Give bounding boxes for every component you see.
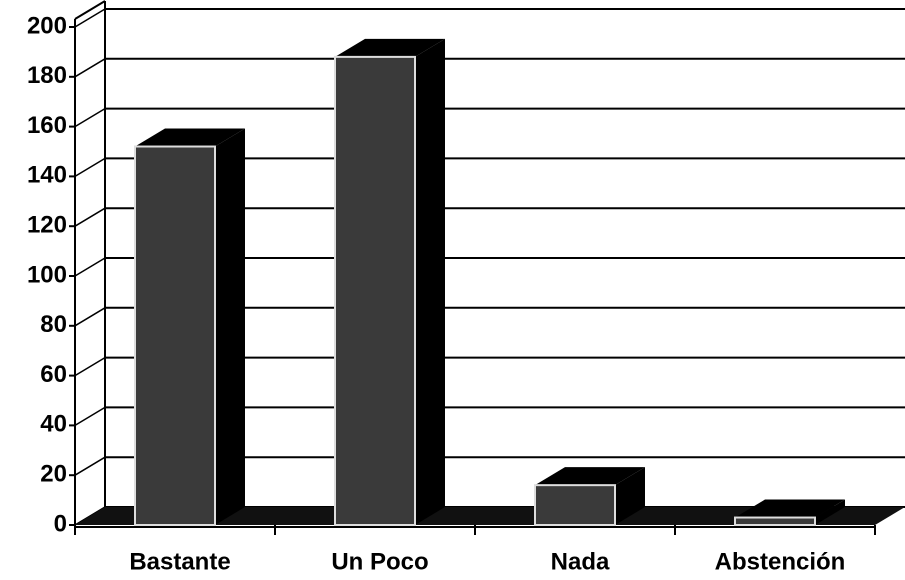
- grid-line-side: [74, 8, 106, 28]
- grid-line-side: [74, 307, 106, 327]
- y-tick-label: 80: [40, 311, 67, 338]
- y-tick-label: 100: [27, 261, 67, 288]
- bar-front: [134, 145, 216, 527]
- grid-line-side: [74, 207, 106, 227]
- bar-side: [415, 38, 445, 525]
- x-tick-label: Nada: [551, 548, 610, 575]
- bar: [334, 38, 445, 526]
- floor: [75, 507, 905, 525]
- bar-side: [615, 467, 645, 525]
- bar-front: [534, 484, 616, 527]
- y-tick-label: 120: [27, 212, 67, 239]
- bar-side: [815, 499, 845, 525]
- y-tick-label: 40: [40, 411, 67, 438]
- y-tick-label: 160: [27, 112, 67, 139]
- grid-line-side: [74, 406, 106, 427]
- y-tick-label: 180: [27, 62, 67, 89]
- bar-top: [735, 499, 845, 518]
- y-tick-label: 0: [54, 510, 67, 537]
- x-tick-label: Abstención: [715, 548, 846, 575]
- side-top: [74, 0, 106, 20]
- y-tick-label: 60: [40, 361, 67, 388]
- bar: [534, 467, 645, 527]
- bar-side: [215, 128, 245, 525]
- grid-line-side: [74, 157, 106, 178]
- bar-front: [734, 516, 816, 527]
- bar-top: [335, 38, 445, 57]
- bar: [134, 128, 245, 527]
- grid-line-side: [74, 456, 106, 476]
- bar-front: [334, 55, 416, 526]
- y-tick-label: 140: [27, 162, 67, 189]
- bar-top: [135, 128, 245, 147]
- x-tick-label: Bastante: [129, 548, 230, 575]
- bar: [734, 499, 845, 527]
- y-tick-label: 20: [40, 461, 67, 488]
- grid-line-side: [74, 107, 106, 128]
- grid-line-side: [74, 58, 106, 78]
- y-tick-label: 200: [27, 12, 67, 39]
- bar-top: [535, 467, 645, 486]
- grid-line-side: [74, 356, 106, 377]
- grid-line-side: [74, 257, 106, 277]
- x-tick-label: Un Poco: [331, 548, 428, 575]
